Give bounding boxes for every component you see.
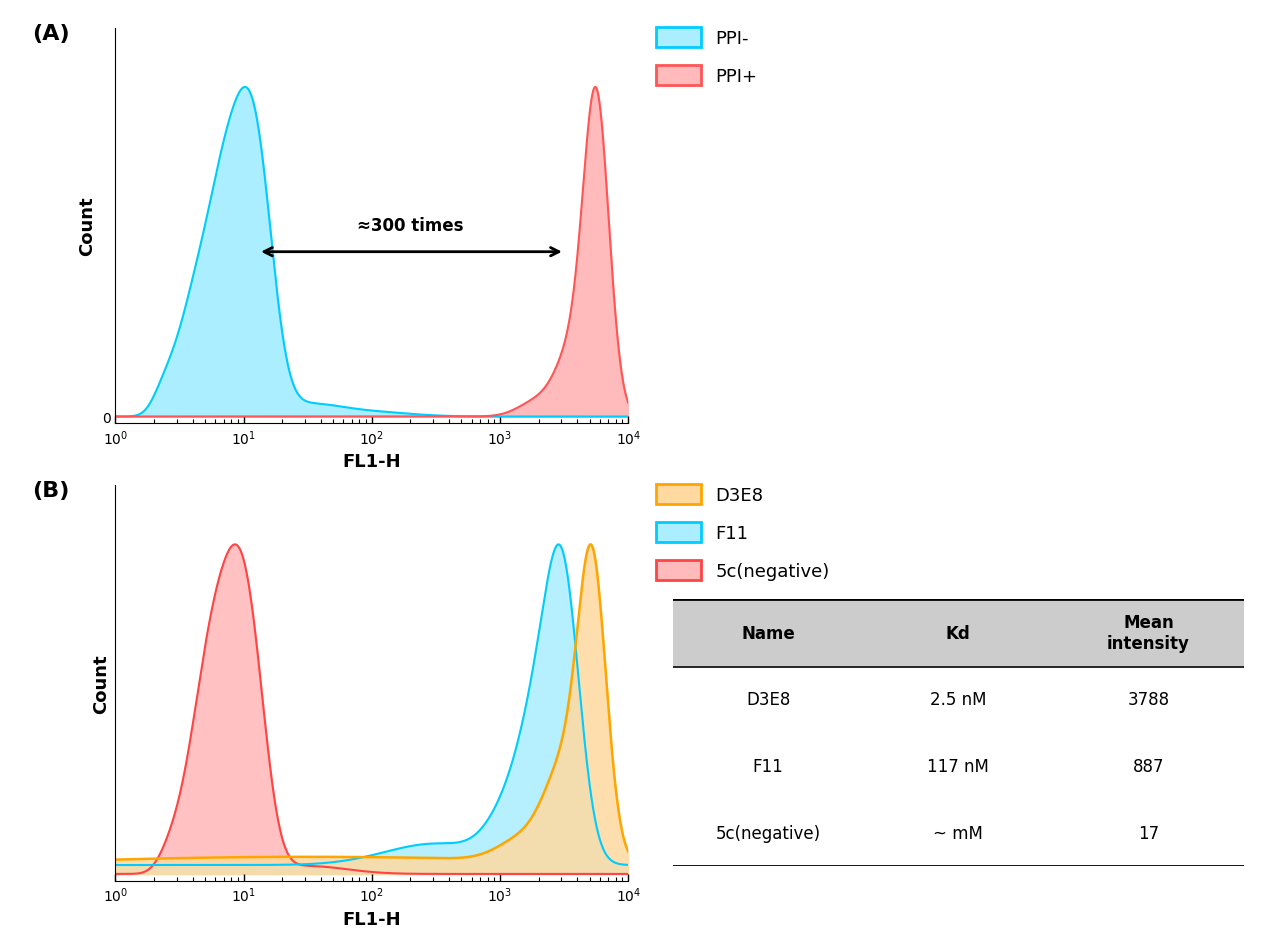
Y-axis label: Count: Count [92,653,110,713]
Text: ≈300 times: ≈300 times [358,216,464,234]
X-axis label: FL1-H: FL1-H [342,909,401,927]
Legend: PPI-, PPI+: PPI-, PPI+ [649,21,765,93]
Text: (B): (B) [32,481,69,501]
Text: (A): (A) [32,24,69,44]
Legend: D3E8, F11, 5c(negative): D3E8, F11, 5c(negative) [649,478,837,587]
Y-axis label: Count: Count [78,196,96,256]
X-axis label: FL1-H: FL1-H [342,452,401,470]
